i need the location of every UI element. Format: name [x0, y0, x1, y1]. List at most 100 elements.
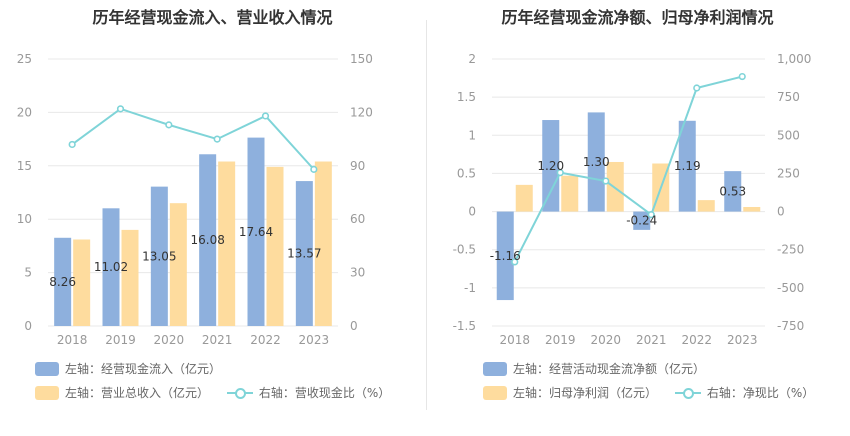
bar-1-series-2 [73, 239, 91, 326]
y-right-tick-label: 750 [777, 90, 800, 104]
x-tick-label: 2018 [499, 333, 530, 347]
legend-item-cash-ratio[interactable]: 右轴：营收现金比（%） [226, 384, 391, 401]
bar-5-series-1 [678, 120, 696, 212]
line-point-5 [693, 84, 701, 92]
y-left-tick-label: 2 [468, 52, 476, 66]
y-right-tick-label: 120 [350, 105, 373, 119]
legend-item-revenue[interactable]: 左轴：营业总收入（亿元） [35, 384, 209, 401]
legend-swatch-yellow [35, 385, 59, 400]
y-right-tick-label: 0 [777, 205, 785, 219]
data-label-2: 1.20 [537, 159, 564, 173]
legend-item-cash-inflow[interactable]: 左轴：经营现金流入（亿元） [35, 360, 221, 377]
data-label-1: 8.26 [49, 275, 76, 289]
right-chart-plot: -1.5 -1 -0.5 0 0.5 1 1.5 2 -750 -500 -250 0 250 500 75… [453, 52, 812, 347]
line-point-2 [556, 169, 564, 177]
y-right-tick-label: 500 [777, 128, 800, 142]
data-label-3: 1.30 [583, 155, 610, 169]
bar-2-series-2 [121, 229, 139, 326]
legend-item-net-cash-ratio[interactable]: 右轴：净现比（%） [674, 384, 814, 401]
y-left-tick-label: 1 [468, 128, 476, 142]
bar-3-series-1 [587, 112, 605, 212]
line-point-4 [647, 211, 655, 219]
bar-5-series-2 [266, 166, 284, 326]
line-point-5 [261, 112, 270, 120]
legend-label: 左轴：经营现金流入（亿元） [65, 362, 222, 376]
legend-label: 左轴：归母净利润（亿元） [513, 386, 658, 400]
left-chart-panel: 历年经营现金流入、营业收入情况 0 5 10 15 20 25 0 30 60 90 120 150 2… [17, 8, 404, 403]
data-label-5: 1.19 [674, 159, 701, 173]
line-series [513, 75, 743, 263]
x-tick-label: 2023 [299, 333, 330, 347]
legend-line-marker-icon [674, 386, 701, 400]
panel-divider [426, 20, 427, 410]
bar-2-series-2 [561, 175, 579, 212]
line-point-2 [116, 105, 125, 113]
legend-label: 左轴：经营活动现金流净额（亿元） [513, 362, 706, 376]
y-right-tick-label: 30 [350, 266, 365, 280]
y-left-tick-label: 20 [17, 105, 32, 119]
y-left-tick-label: -1.5 [453, 319, 476, 333]
data-label-1: -1.16 [490, 249, 521, 263]
line-point-3 [602, 177, 610, 185]
data-label-5: 17.64 [239, 225, 273, 239]
y-right-tick-label: -250 [777, 243, 804, 257]
data-label-6: 0.53 [719, 184, 746, 198]
line-series [71, 107, 315, 171]
data-label-4: 16.08 [190, 233, 224, 247]
x-tick-label: 2022 [250, 333, 281, 347]
legend-swatch-blue [35, 361, 59, 376]
x-tick-label: 2021 [202, 333, 233, 347]
y-right-tick-label: 150 [350, 52, 373, 66]
y-left-tick-label: 25 [17, 52, 32, 66]
line-point-3 [165, 121, 173, 129]
x-tick-label: 2018 [57, 333, 88, 347]
bar-3-series-2 [606, 161, 624, 212]
y-right-tick-label: 90 [350, 159, 365, 173]
right-legend-row1: 左轴：经营活动现金流净额（亿元） [483, 360, 719, 379]
bar-5-series-1 [247, 137, 265, 326]
x-tick-label: 2020 [154, 333, 185, 347]
bar-4-series-1 [199, 154, 217, 326]
bar-4-series-2 [218, 161, 236, 326]
bar-4-series-1 [633, 211, 651, 230]
line-point-6 [310, 165, 318, 173]
data-label-6: 13.57 [287, 247, 321, 261]
bar-2-series-1 [542, 120, 560, 212]
legend-item-net-cash-flow[interactable]: 左轴：经营活动现金流净额（亿元） [483, 360, 705, 377]
left-legend-row2: 左轴：营业总收入（亿元） 右轴：营收现金比（%） [35, 384, 404, 403]
right-legend-row2: 左轴：归母净利润（亿元） 右轴：净现比（%） [483, 384, 828, 403]
bar-6-series-1 [724, 171, 742, 212]
x-tick-label: 2020 [590, 333, 621, 347]
data-label-2: 11.02 [94, 260, 128, 274]
legend-item-net-profit[interactable]: 左轴：归母净利润（亿元） [483, 384, 657, 401]
x-tick-label: 2023 [727, 333, 758, 347]
y-left-tick-label: 10 [17, 212, 32, 226]
y-left-tick-label: 0 [468, 205, 476, 219]
left-legend-row1: 左轴：经营现金流入（亿元） [35, 360, 235, 379]
y-left-tick-label: 1.5 [457, 90, 476, 104]
legend-label: 左轴：营业总收入（亿元） [65, 386, 210, 400]
x-tick-label: 2021 [636, 333, 667, 347]
x-tick-label: 2019 [545, 333, 576, 347]
y-left-tick-label: -1 [464, 281, 476, 295]
line-point-4 [213, 135, 221, 143]
y-right-tick-label: -750 [777, 319, 804, 333]
bar-1-series-1 [54, 237, 72, 326]
y-left-tick-label: 0 [24, 319, 32, 333]
y-right-tick-label: -500 [777, 281, 804, 295]
line-point-1 [511, 258, 519, 266]
x-tick-label: 2022 [681, 333, 712, 347]
legend-label: 右轴：营收现金比（%） [258, 386, 391, 400]
legend-line-marker-icon [226, 386, 253, 400]
y-left-tick-label: 0.5 [457, 166, 476, 180]
right-chart-title: 历年经营现金流净额、归母净利润情况 [501, 8, 774, 27]
left-chart-title: 历年经营现金流入、营业收入情况 [92, 8, 333, 27]
data-label-4: -0.24 [626, 214, 657, 228]
bar-1-series-2 [515, 184, 533, 212]
bar-3-series-1 [150, 186, 168, 326]
legend-swatch-yellow [483, 385, 507, 400]
y-left-tick-label: -0.5 [453, 243, 476, 257]
x-tick-label: 2019 [105, 333, 136, 347]
bar-3-series-2 [169, 203, 187, 326]
legend-swatch-blue [483, 361, 507, 376]
